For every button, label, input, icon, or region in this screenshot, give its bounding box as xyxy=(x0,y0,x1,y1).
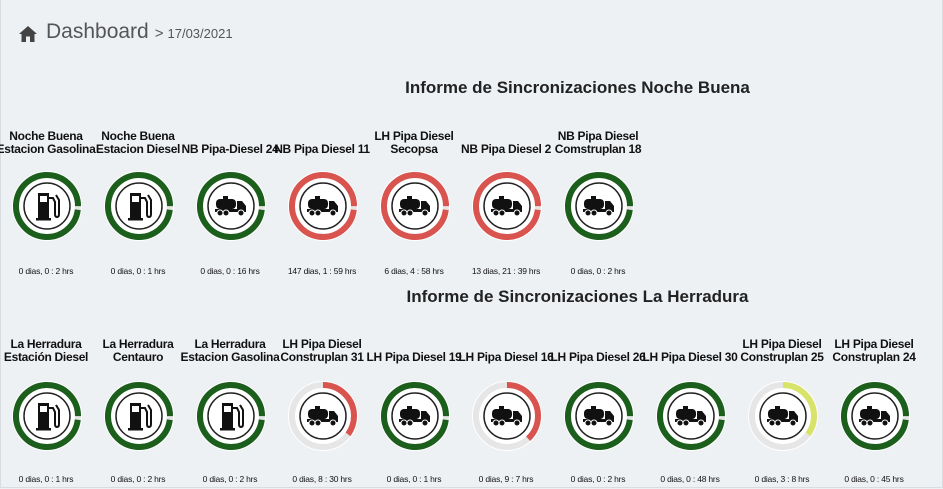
tanker-truck-icon xyxy=(859,406,890,427)
sync-gauge[interactable] xyxy=(103,170,175,242)
sync-gauge[interactable] xyxy=(287,170,359,242)
sync-gauge[interactable] xyxy=(379,170,451,242)
sync-elapsed-time: 0 dias, 0 : 2 hrs xyxy=(18,266,74,276)
breadcrumb: Dashboard > 17/03/2021 xyxy=(18,20,233,48)
gauge-arc xyxy=(381,172,449,240)
breadcrumb-separator: > xyxy=(154,25,164,42)
gauge-arc xyxy=(473,172,541,240)
gauge-arc xyxy=(565,172,633,240)
sync-elapsed-time: 0 dias, 0 : 48 hrs xyxy=(660,474,720,484)
section-title-la-herradura: Informe de Sincronizaciones La Herradura xyxy=(406,287,749,306)
device-name: NB Pipa-Diesel 24 xyxy=(181,142,279,156)
device-name: La Herradura Centauro xyxy=(102,337,174,364)
tanker-truck-icon xyxy=(307,196,338,217)
gauge-arc xyxy=(289,172,357,240)
sync-elapsed-time: 0 dias, 0 : 1 hrs xyxy=(110,266,166,276)
sync-elapsed-time: 0 dias, 0 : 16 hrs xyxy=(200,266,260,276)
gauge-arc xyxy=(289,382,357,450)
gauge-arc xyxy=(565,382,633,450)
device-name: LH Pipa Diesel Construplan 25 xyxy=(740,337,824,364)
gauge-arc xyxy=(105,382,173,450)
device-name: LH Pipa Diesel 19 xyxy=(366,350,462,364)
tanker-truck-icon xyxy=(399,196,430,217)
gauge-arc xyxy=(105,172,173,240)
device-name: LH Pipa Diesel Construplan 31 xyxy=(280,337,364,364)
tanker-truck-icon xyxy=(491,196,522,217)
page-title[interactable]: Dashboard xyxy=(46,20,149,43)
device-name: Noche Buena Estacion Diesel xyxy=(95,129,181,156)
gauge-arc xyxy=(749,382,817,450)
sync-elapsed-time: 0 dias, 9 : 7 hrs xyxy=(478,474,534,484)
device-name: LH Pipa Diesel 30 xyxy=(642,350,738,364)
sync-elapsed-time: 0 dias, 0 : 2 hrs xyxy=(202,474,258,484)
sync-gauge[interactable] xyxy=(563,380,635,452)
section-title-noche-buena: Informe de Sincronizaciones Noche Buena xyxy=(405,78,750,97)
fuel-pump-icon xyxy=(36,403,60,431)
sync-gauge[interactable] xyxy=(11,170,83,242)
sync-gauge[interactable] xyxy=(471,170,543,242)
device-name: NB Pipa Diesel 2 xyxy=(461,142,551,156)
sync-gauge[interactable] xyxy=(287,380,359,452)
tanker-truck-icon xyxy=(675,406,706,427)
sync-elapsed-time: 147 dias, 1 : 59 hrs xyxy=(287,266,357,276)
sync-gauge[interactable] xyxy=(655,380,727,452)
home-icon[interactable] xyxy=(18,25,38,43)
sync-gauge[interactable] xyxy=(195,380,267,452)
sync-gauge[interactable] xyxy=(747,380,819,452)
gauge-arc xyxy=(381,382,449,450)
device-name: LH Pipa Diesel 26 xyxy=(550,350,646,364)
sync-elapsed-time: 13 dias, 21 : 39 hrs xyxy=(471,266,541,276)
sync-elapsed-time: 0 dias, 0 : 2 hrs xyxy=(110,474,166,484)
tanker-truck-icon xyxy=(399,406,430,427)
device-name: LH Pipa Diesel 16 xyxy=(458,350,554,364)
sync-gauge[interactable] xyxy=(471,380,543,452)
sync-elapsed-time: 0 dias, 0 : 1 hrs xyxy=(386,474,442,484)
gauge-arc xyxy=(473,382,541,450)
sync-gauge[interactable] xyxy=(839,380,911,452)
tanker-truck-icon xyxy=(307,406,338,427)
breadcrumb-date: 17/03/2021 xyxy=(167,26,233,41)
sync-gauge[interactable] xyxy=(103,380,175,452)
gauge-arc xyxy=(197,172,265,240)
gauge-arc xyxy=(13,382,81,450)
tanker-truck-icon xyxy=(491,406,522,427)
sync-elapsed-time: 0 dias, 0 : 2 hrs xyxy=(570,474,626,484)
gauge-arc xyxy=(841,382,909,450)
fuel-pump-icon xyxy=(128,193,152,221)
device-name: NB Pipa Diesel 11 xyxy=(274,142,370,156)
tanker-truck-icon xyxy=(583,406,614,427)
device-name: NB Pipa Diesel Comstruplan 18 xyxy=(554,129,642,156)
device-name: Noche Buena Estacion Gasolina xyxy=(0,129,96,156)
tanker-truck-icon xyxy=(583,196,614,217)
gauge-arc xyxy=(13,172,81,240)
sync-elapsed-time: 0 dias, 8 : 30 hrs xyxy=(292,474,352,484)
tanker-truck-icon xyxy=(215,196,246,217)
gauge-arc xyxy=(657,382,725,450)
tanker-truck-icon xyxy=(767,406,798,427)
device-name: LH Pipa Diesel Secopsa xyxy=(374,129,454,156)
device-name: La Herradura Estación Diesel xyxy=(3,337,89,364)
device-name: LH Pipa Diesel Construplan 24 xyxy=(832,337,916,364)
fuel-pump-icon xyxy=(220,403,244,431)
device-name: La Herradura Estacion Gasolina xyxy=(180,337,280,364)
fuel-pump-icon xyxy=(128,403,152,431)
fuel-pump-icon xyxy=(36,193,60,221)
sync-elapsed-time: 0 dias, 3 : 8 hrs xyxy=(754,474,810,484)
sync-gauge[interactable] xyxy=(11,380,83,452)
gauge-arc xyxy=(197,382,265,450)
sync-elapsed-time: 0 dias, 0 : 1 hrs xyxy=(18,474,74,484)
sync-elapsed-time: 0 dias, 0 : 2 hrs xyxy=(570,266,626,276)
sync-gauge[interactable] xyxy=(563,170,635,242)
sync-elapsed-time: 6 dias, 4 : 58 hrs xyxy=(384,266,444,276)
sync-elapsed-time: 0 dias, 0 : 45 hrs xyxy=(844,474,904,484)
sync-gauge[interactable] xyxy=(195,170,267,242)
sync-gauge[interactable] xyxy=(379,380,451,452)
